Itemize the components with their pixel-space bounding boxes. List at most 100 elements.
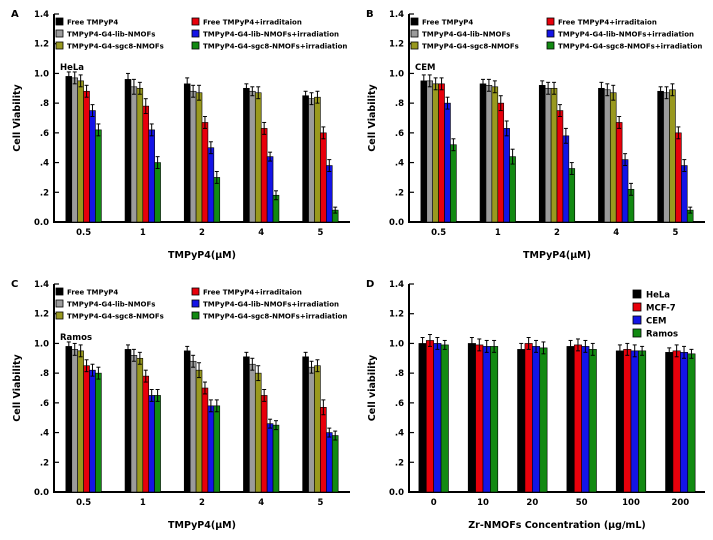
x-tick-label: 20 <box>526 498 538 508</box>
x-tick-label: 50 <box>576 498 588 508</box>
legend-swatch <box>55 311 64 320</box>
bar <box>207 147 215 223</box>
cell-line-label: Ramos <box>60 333 92 343</box>
bar <box>621 159 629 223</box>
x-tick-label: 4 <box>613 228 619 238</box>
bar <box>669 89 676 223</box>
bar <box>308 98 315 223</box>
y-axis-label: Cell viability <box>367 354 378 421</box>
bar <box>609 92 617 223</box>
y-tick-label: .2 <box>395 458 404 468</box>
bar <box>440 344 449 493</box>
bar <box>544 87 552 223</box>
bar <box>672 350 681 493</box>
bar <box>588 349 597 493</box>
panel-A: A 0.0 .2 .4 .6 .8 1.0 1.2 1.4 0.5 1 2 4 5 TMPyP4(μM) Ce… <box>8 4 356 270</box>
legend-swatch <box>546 17 555 26</box>
y-tick-label: 1.4 <box>389 280 404 290</box>
bar <box>148 129 155 223</box>
bar <box>568 168 576 223</box>
x-tick-label: 5 <box>317 498 323 508</box>
bar <box>326 165 333 223</box>
y-tick-label: 1.2 <box>389 310 404 320</box>
y-tick-label: .6 <box>40 399 49 409</box>
bar <box>450 144 457 223</box>
y-tick-label: 1.2 <box>389 40 404 50</box>
y-tick-label: .6 <box>395 399 404 409</box>
y-tick-label: 1.2 <box>34 310 49 320</box>
y-tick-label: 0.0 <box>389 218 404 228</box>
bar <box>687 353 696 493</box>
x-tick-label: 1 <box>140 498 146 508</box>
legend-swatch <box>191 29 200 38</box>
bar <box>308 366 315 493</box>
legend-label: TMPyP4-G4-sgc8-NMOFs+irradiation <box>203 43 347 51</box>
y-tick-label: 0.0 <box>34 488 49 498</box>
x-tick-label: 1 <box>140 228 146 238</box>
x-axis-label: TMPyP4(μM) <box>168 520 236 531</box>
bar <box>517 349 526 493</box>
bar <box>130 355 138 493</box>
x-tick-label: 0.5 <box>76 498 91 508</box>
legend-swatch <box>55 287 64 296</box>
bar <box>532 346 541 493</box>
x-tick-label: 2 <box>554 228 560 238</box>
bar <box>482 346 491 493</box>
bar <box>425 340 434 493</box>
legend-label: TMPyP4-G4-sgc8-NMOFs+irradiation <box>558 43 702 51</box>
x-axis-label: TMPyP4(μM) <box>168 250 236 261</box>
bar <box>573 344 582 493</box>
bar <box>638 350 647 493</box>
bar <box>201 122 209 223</box>
y-axis-label: Cell Viability <box>12 83 23 151</box>
bar <box>314 365 321 493</box>
panel-letter: A <box>11 9 19 20</box>
legend-label: Ramos <box>646 330 678 340</box>
bar <box>183 350 191 493</box>
y-tick-label: 1.0 <box>389 339 404 349</box>
x-axis-label: TMPyP4(μM) <box>523 250 591 261</box>
legend-label: TMPyP4-G4-lib-NMOFs+irradiation <box>558 31 694 39</box>
bar <box>550 87 558 223</box>
legend-label: TMPyP4-G4-lib-NMOFs <box>67 31 155 39</box>
legend-label: TMPyP4-G4-sgc8-NMOFs <box>67 313 164 321</box>
legend-label: Free TMPyP4+irraditaion <box>203 289 302 297</box>
bar <box>124 79 132 223</box>
bar <box>183 83 191 223</box>
bar <box>556 110 564 223</box>
y-tick-label: .6 <box>40 129 49 139</box>
bar <box>154 162 161 223</box>
bar <box>665 352 674 493</box>
bar <box>302 95 309 223</box>
y-tick-label: .2 <box>40 458 49 468</box>
x-tick-label: 100 <box>622 498 640 508</box>
y-tick-label: .4 <box>395 429 404 439</box>
y-axis-label: Cell Viability <box>367 83 378 151</box>
chart-B-canvas: B 0.0 .2 .4 .6 .8 1.0 1.2 1.4 0.5 1 2 4 5 TMPyP4(μM) Ce… <box>366 9 705 261</box>
bar <box>260 128 268 223</box>
y-tick-label: 1.4 <box>34 10 49 20</box>
bar <box>136 87 144 223</box>
panel-B: B 0.0 .2 .4 .6 .8 1.0 1.2 1.4 0.5 1 2 4 5 TMPyP4(μM) Ce… <box>363 4 711 270</box>
bar <box>213 405 221 493</box>
x-tick-label: 2 <box>199 498 205 508</box>
bar <box>615 350 624 493</box>
y-tick-label: 1.2 <box>34 40 49 50</box>
y-tick-label: 1.4 <box>34 280 49 290</box>
y-tick-label: .2 <box>40 188 49 198</box>
x-tick-label: 1 <box>495 228 501 238</box>
legend-label: Free TMPyP4 <box>422 19 473 27</box>
legend-swatch <box>55 29 64 38</box>
bar <box>95 129 102 223</box>
y-tick-label: 1.4 <box>389 10 404 20</box>
bar <box>65 346 73 493</box>
x-tick-label: 5 <box>672 228 678 238</box>
chart-D-canvas: D 0.0 .2 .4 .6 .8 1.0 1.2 1.4 0 10 20 50 100 200 Zr-NMO… <box>366 279 705 531</box>
panel-letter: C <box>11 279 18 290</box>
y-tick-label: 1.0 <box>389 69 404 79</box>
x-tick-label: 0.5 <box>76 228 91 238</box>
legend-label: HeLa <box>646 291 670 301</box>
x-axis-label: Zr-NMOFs Concentration (μg/mL) <box>468 520 645 531</box>
legend-swatch <box>191 287 200 296</box>
